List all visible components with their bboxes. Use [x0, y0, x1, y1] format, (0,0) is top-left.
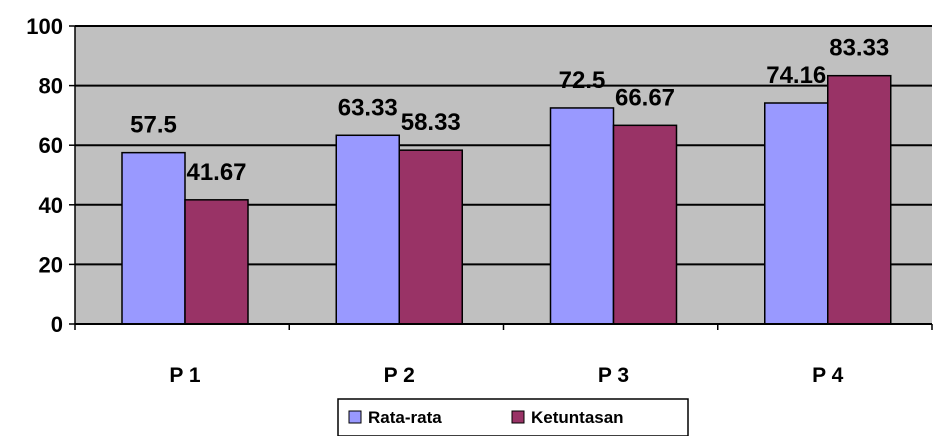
x-tick-label: P 2 — [384, 364, 415, 387]
legend-label-ketuntasan: Ketuntasan — [531, 408, 624, 427]
data-label-rata-rata-1: 57.5 — [130, 112, 177, 139]
bar-ketuntasan-3 — [612, 124, 678, 325]
legend-swatch-ketuntasan — [511, 410, 525, 424]
legend: Rata-rata Ketuntasan — [337, 398, 689, 437]
y-tick-label: 80 — [39, 74, 63, 99]
data-label-rata-rata-4: 74.16 — [766, 62, 826, 89]
y-tick-label: 40 — [39, 193, 63, 218]
legend-label-rata-rata: Rata-rata — [368, 408, 442, 427]
data-label-rata-rata-3: 72.5 — [559, 67, 606, 94]
bar-ketuntasan-1 — [184, 199, 249, 325]
bar-rata-rata-4 — [764, 102, 829, 325]
bar-rata-rata-1 — [121, 151, 186, 325]
x-tick-label: P 1 — [169, 364, 200, 387]
data-label-rata-rata-2: 63.33 — [338, 94, 398, 121]
legend-swatch-rata-rata — [348, 410, 362, 424]
y-tick-label: 60 — [39, 133, 63, 158]
bar-rata-rata-3 — [549, 107, 615, 325]
data-label-ketuntasan-2: 58.33 — [401, 109, 461, 136]
bar-ketuntasan-4 — [827, 74, 892, 325]
x-tick-label: P 4 — [812, 364, 843, 387]
data-label-ketuntasan-4: 83.33 — [829, 35, 889, 62]
bars — [121, 74, 892, 325]
y-tick-label: 0 — [51, 312, 63, 337]
data-label-ketuntasan-3: 66.67 — [615, 84, 675, 111]
data-label-ketuntasan-1: 41.67 — [186, 159, 246, 186]
bar-rata-rata-2 — [335, 134, 400, 325]
bar-ketuntasan-2 — [398, 149, 463, 325]
axes: 0 20 40 60 80 100 P 1 P 2 P 3 P 4 — [26, 14, 933, 387]
y-tick-label: 100 — [26, 14, 63, 39]
y-tick-label: 20 — [39, 252, 63, 277]
x-tick-label: P 3 — [598, 364, 629, 387]
